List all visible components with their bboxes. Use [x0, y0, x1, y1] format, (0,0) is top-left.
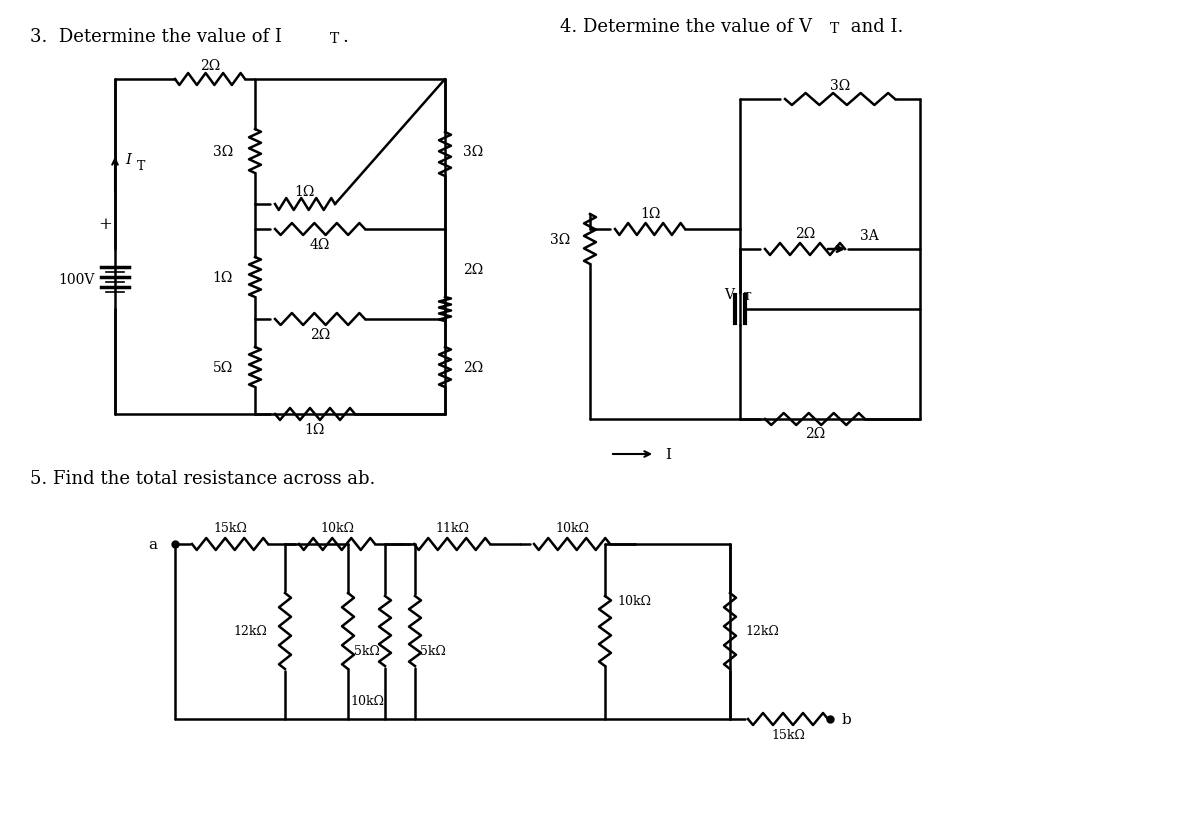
Text: 10kΩ: 10kΩ	[617, 595, 650, 608]
Text: 5Ω: 5Ω	[212, 361, 233, 375]
Text: 3A: 3A	[860, 229, 878, 242]
Text: T: T	[830, 22, 839, 36]
Text: 2Ω: 2Ω	[794, 227, 815, 241]
Text: 5. Find the total resistance across ab.: 5. Find the total resistance across ab.	[30, 470, 376, 487]
Text: I: I	[665, 447, 671, 461]
Text: 3Ω: 3Ω	[212, 145, 233, 159]
Text: 10kΩ: 10kΩ	[554, 522, 589, 535]
Text: 3Ω: 3Ω	[463, 145, 484, 159]
Text: 4. Determine the value of V: 4. Determine the value of V	[560, 18, 812, 36]
Text: 3Ω: 3Ω	[550, 232, 570, 246]
Text: 10kΩ: 10kΩ	[350, 694, 384, 707]
Text: 4Ω: 4Ω	[310, 237, 330, 251]
Text: 12kΩ: 12kΩ	[233, 624, 266, 638]
Text: 2Ω: 2Ω	[805, 427, 826, 441]
Text: +: +	[98, 216, 112, 233]
Text: 100V: 100V	[59, 273, 95, 287]
Text: 2Ω: 2Ω	[310, 327, 330, 342]
Text: 1Ω: 1Ω	[305, 423, 325, 437]
Text: V: V	[724, 288, 734, 302]
Text: 1Ω: 1Ω	[295, 184, 316, 198]
Text: and I.: and I.	[845, 18, 904, 36]
Text: T: T	[137, 160, 145, 174]
Text: 2Ω: 2Ω	[463, 361, 484, 375]
Text: 3.  Determine the value of I: 3. Determine the value of I	[30, 28, 282, 46]
Text: .: .	[342, 28, 348, 46]
Text: 2Ω: 2Ω	[200, 59, 220, 73]
Text: 2Ω: 2Ω	[463, 263, 484, 277]
Text: 10kΩ: 10kΩ	[320, 522, 354, 535]
Text: 11kΩ: 11kΩ	[436, 522, 469, 535]
Text: 1Ω: 1Ω	[640, 207, 660, 221]
Text: 5kΩ: 5kΩ	[420, 645, 446, 657]
Text: T: T	[330, 32, 340, 46]
Text: 5kΩ: 5kΩ	[354, 645, 380, 657]
Text: T: T	[744, 292, 751, 302]
Text: I: I	[125, 153, 131, 167]
Text: b: b	[842, 712, 852, 726]
Text: 3Ω: 3Ω	[830, 79, 850, 93]
Text: 15kΩ: 15kΩ	[214, 522, 247, 535]
Text: 1Ω: 1Ω	[212, 270, 233, 284]
Text: a: a	[148, 538, 157, 552]
Text: 12kΩ: 12kΩ	[745, 624, 779, 638]
Text: 15kΩ: 15kΩ	[772, 729, 805, 742]
